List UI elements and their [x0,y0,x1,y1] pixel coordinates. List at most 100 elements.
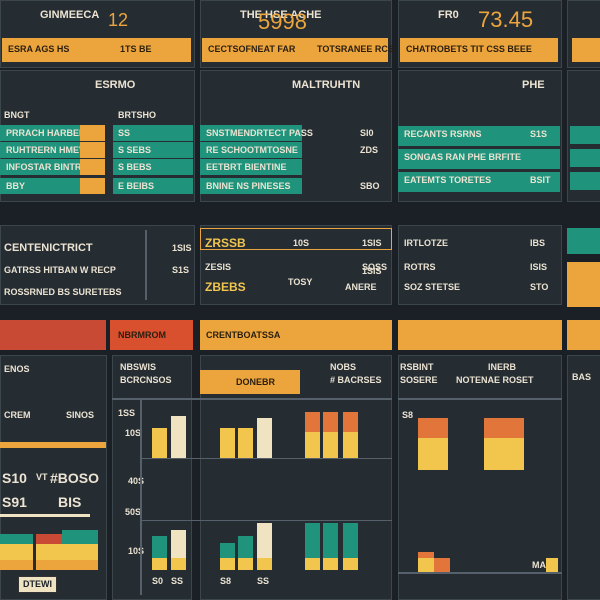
table-row [200,125,302,141]
row-label: BNINE NS PINESES [206,181,291,191]
kpi-bar [400,38,558,62]
axis-label: 40S [128,476,145,486]
bar-segment [238,536,253,558]
kpi-bar-label: CECTSOFNEAT FAR [208,44,296,54]
kpi-bar [2,38,191,62]
row-value: S BEBS [118,162,152,172]
mid-value: 1SIS [172,243,192,253]
panel [398,225,562,305]
bar-segment [36,560,69,570]
mid-cell: TOSY [288,277,313,287]
bar-segment [484,438,504,470]
table-row [398,172,560,192]
kpi-value: 73.45 [478,7,534,32]
bar-segment [62,530,98,544]
panel-title: RSBINT [400,362,434,372]
panel-label: SINOS [66,410,95,420]
mid-cell: ISIS [530,262,548,272]
panel [0,225,195,305]
table-header: PHE [522,79,545,91]
chart-line [140,458,392,459]
bar-segment [220,428,235,458]
band [567,320,600,350]
note: NOTENAE ROSET [456,375,534,385]
bar-segment [305,412,320,432]
row-label: INFOSTAR BINTRAS [6,162,94,172]
bar-segment [323,432,338,458]
table-row [570,126,600,144]
kpi-bar [572,38,600,62]
bar-segment [152,536,167,558]
panel-title: ENOS [4,364,30,374]
bar-segment [152,558,167,570]
bar-segment [0,560,33,570]
row-cell [80,159,105,175]
panel-title: BAS [572,372,592,382]
kpi-title: GINMEECA [40,9,100,21]
row-label: SNSTMENDRTECT PASS [206,128,313,138]
tag-label: DONEBR [236,377,276,387]
row-value: S1S [530,129,548,139]
kpi-title: FR0 [438,9,459,21]
bar-label: S0 [152,576,164,586]
kpi-bar-label: TOTSRANEE RCS [317,44,394,54]
bar-segment [418,552,434,558]
bar-label: S8 [220,576,232,586]
row-label: BBY [6,181,26,191]
bar-segment [323,523,338,558]
row-label: RECANTS RSRNS [404,129,482,139]
bar-segment [484,418,504,438]
stat: S91 [2,494,27,510]
divider [0,442,106,448]
table-row [398,126,560,146]
bar-segment [171,558,186,570]
button[interactable]: DTEWI [18,576,57,593]
row-label: RE SCHOOTMTOSNE [206,145,298,155]
bar-segment [323,558,338,570]
bar-segment [257,523,272,558]
bar-segment [62,560,98,570]
bar-segment [62,544,98,560]
bar-segment [546,558,558,572]
bar-segment [152,428,167,458]
band [200,320,392,350]
mid-value: S1S [172,265,190,275]
row-value: S SEBS [118,145,152,155]
row-value: E BEIBS [118,181,155,191]
bar-segment [343,523,358,558]
bar-segment [504,438,524,470]
mid-cell: 1SIS [362,238,382,248]
table-row [0,178,105,194]
bar-segment [36,534,69,544]
mid-tag [567,262,600,307]
tag [200,370,300,394]
divider [140,400,142,595]
bar-segment [36,544,69,560]
kpi-title: THE HSE ACHE [240,9,322,21]
mid-tag [567,228,600,254]
chart-line [398,398,562,400]
bar-segment [418,418,448,438]
panel [200,225,392,305]
mid-cell: 1SIS [362,266,382,276]
kpi-bar-label: CHATROBETS TIT CSS BEEE [406,44,532,54]
chart-line [140,520,392,521]
panel-title: SOSERE [400,375,438,385]
table-row [398,149,560,169]
axis-label: 50S [125,507,142,517]
mid-frame [200,228,392,250]
panel-title: NBSWIS [120,362,156,372]
divider [145,230,147,300]
chart-line [112,398,392,400]
kpi-value: 12 [108,10,129,30]
bar-segment [305,558,320,570]
bar-segment [238,558,253,570]
note: # BACRSES [330,375,382,385]
bar-segment [220,543,235,558]
row-label: EETBRT BIENTINE [206,162,287,172]
bar-segment [305,432,320,458]
table-header: MALTRUHTN [292,79,361,91]
kpi-value: 5998 [258,9,307,34]
panel-label: CREM [4,410,31,420]
bar-segment [343,412,358,432]
